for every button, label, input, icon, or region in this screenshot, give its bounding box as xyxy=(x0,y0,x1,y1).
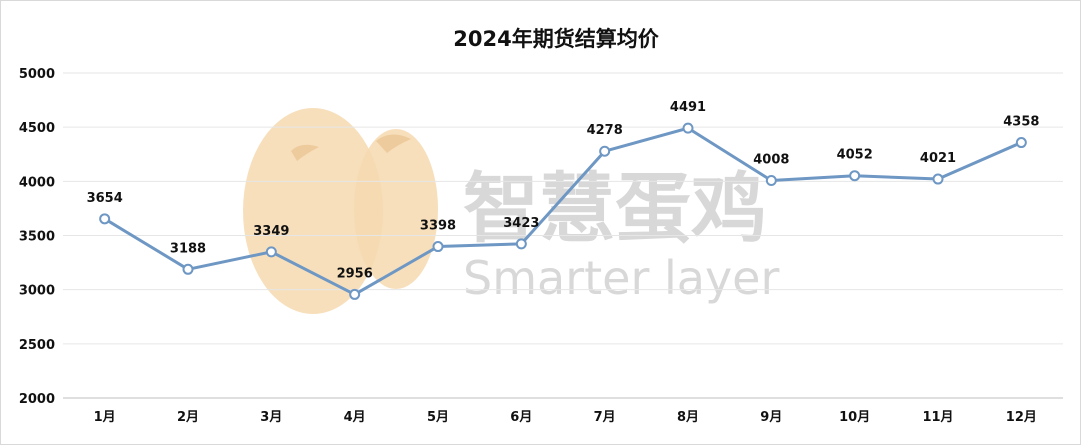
x-axis-ticks: 1月 2月 3月 4月 5月 6月 7月 8月 9月 10月 11月 12月 xyxy=(94,410,1037,425)
x-tick-label: 11月 xyxy=(922,410,953,425)
data-label: 4491 xyxy=(670,100,706,115)
data-point xyxy=(349,288,361,300)
x-tick-label: 4月 xyxy=(344,410,366,425)
data-point xyxy=(849,170,861,182)
y-tick-label: 4500 xyxy=(19,121,55,136)
data-label: 3654 xyxy=(87,191,123,206)
data-labels: 3654 3188 3349 2956 3398 3423 4278 4491 4008 4052… xyxy=(87,100,1040,281)
series-polyline xyxy=(103,126,1022,296)
x-tick-label: 6月 xyxy=(510,410,532,425)
data-label: 4021 xyxy=(920,151,956,166)
x-tick-label: 3月 xyxy=(260,410,282,425)
x-tick-label: 7月 xyxy=(594,410,616,425)
data-label: 4008 xyxy=(753,152,789,167)
data-label: 3398 xyxy=(420,219,456,234)
data-point xyxy=(1015,137,1027,149)
watermark-en: Smarter layer xyxy=(463,251,779,305)
x-tick-label: 5月 xyxy=(427,410,449,425)
y-tick-label: 3000 xyxy=(19,284,55,299)
data-point xyxy=(682,122,694,134)
y-tick-label: 3500 xyxy=(19,230,55,245)
y-tick-label: 2000 xyxy=(19,392,55,407)
x-tick-label: 12月 xyxy=(1006,410,1037,425)
data-point xyxy=(432,241,444,253)
x-tick-label: 9月 xyxy=(760,410,782,425)
data-point xyxy=(182,263,194,275)
chart-title: 2024年期货结算均价 xyxy=(453,27,659,51)
data-point xyxy=(265,246,277,258)
data-point xyxy=(599,145,611,157)
y-tick-label: 2500 xyxy=(19,338,55,353)
watermark-cn: 智慧蛋鸡 xyxy=(463,164,767,253)
x-tick-label: 10月 xyxy=(839,410,870,425)
series-line xyxy=(103,126,1022,296)
y-tick-label: 5000 xyxy=(19,67,55,82)
x-tick-label: 2月 xyxy=(177,410,199,425)
y-tick-label: 4000 xyxy=(19,175,55,190)
hen-logo-icon xyxy=(243,108,438,314)
data-point xyxy=(99,213,111,225)
y-axis-ticks: 2000 2500 3000 3500 4000 4500 5000 xyxy=(19,67,55,407)
data-label: 4278 xyxy=(587,123,623,138)
data-point xyxy=(932,173,944,185)
x-tick-label: 8月 xyxy=(677,410,699,425)
grid-lines xyxy=(63,72,1063,399)
data-label: 4358 xyxy=(1003,115,1039,130)
data-label: 4052 xyxy=(837,148,873,163)
data-label: 3188 xyxy=(170,241,206,256)
data-points xyxy=(99,122,1027,300)
data-label: 3423 xyxy=(503,216,539,231)
watermark: 智慧蛋鸡 Smarter layer xyxy=(243,108,779,314)
data-label: 2956 xyxy=(337,266,373,281)
data-label: 3349 xyxy=(253,224,289,239)
data-point xyxy=(515,238,527,250)
data-point xyxy=(765,174,777,186)
x-tick-label: 1月 xyxy=(94,410,116,425)
